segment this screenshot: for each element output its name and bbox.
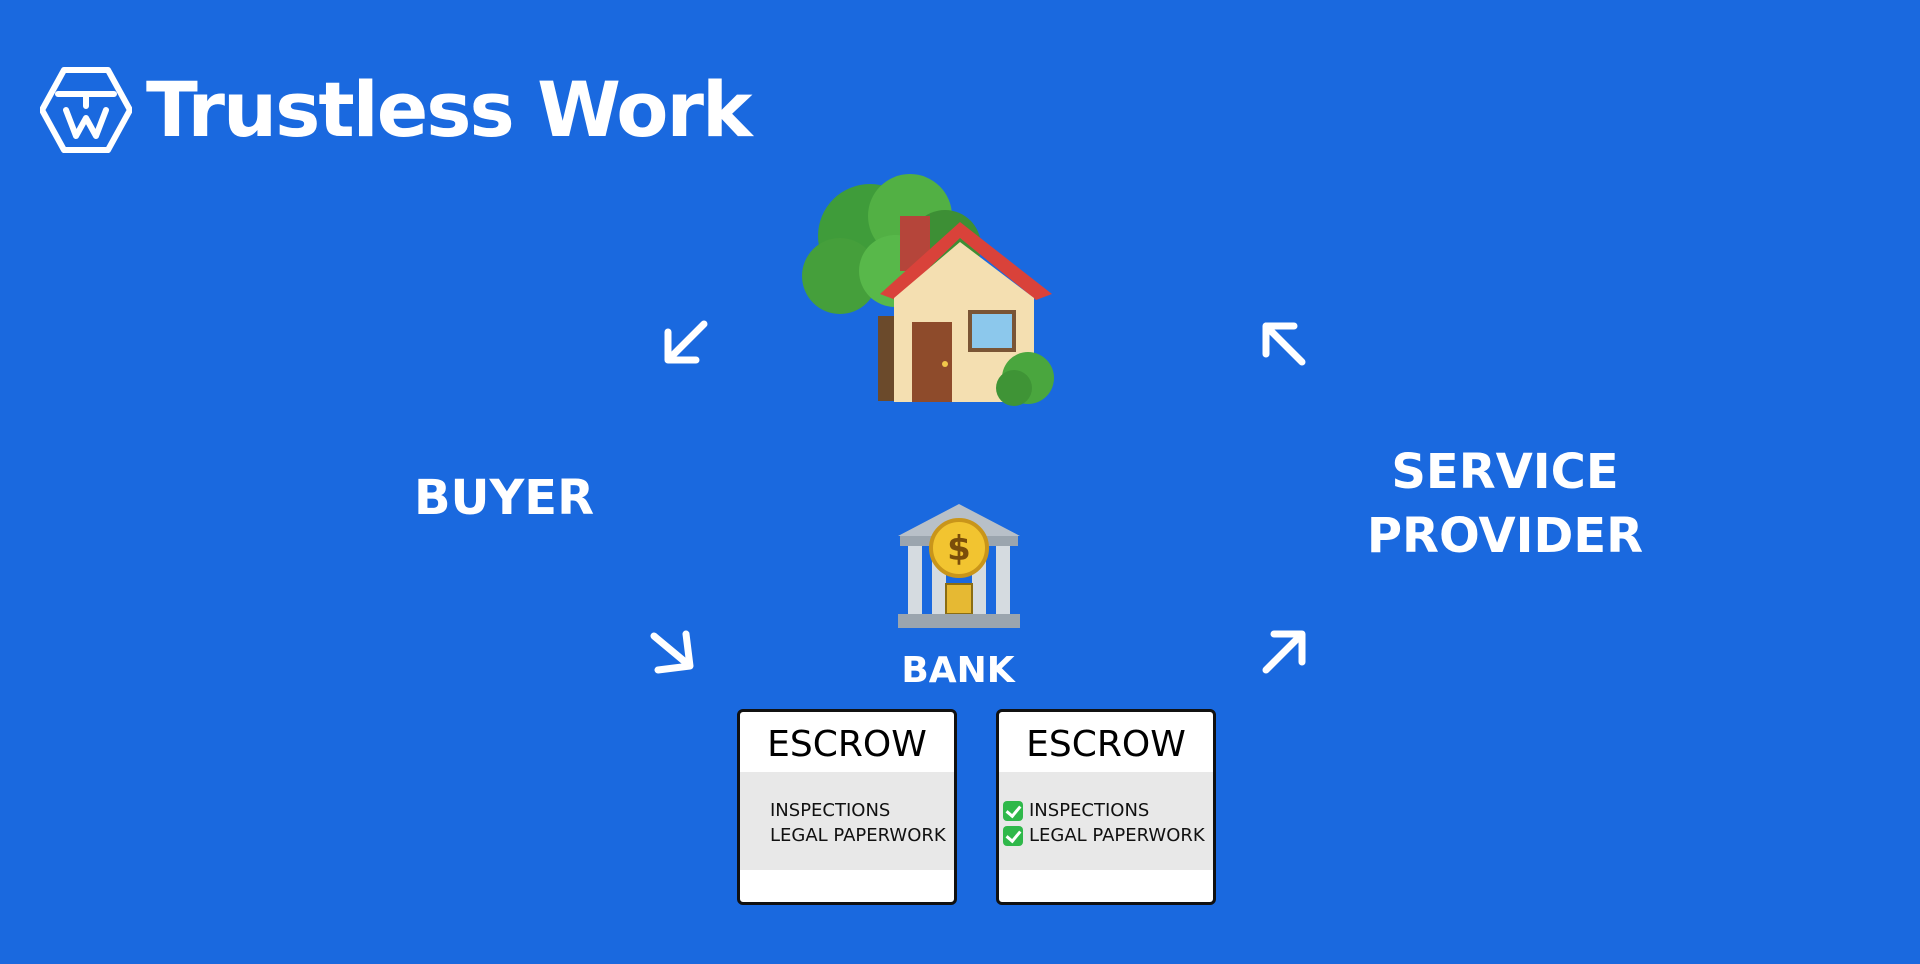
escrow-conditions: INSPECTIONS LEGAL PAPERWORK [740,772,954,870]
service-provider-label-line1: SERVICE [1391,444,1619,500]
bank-icon: $ [898,504,1020,628]
buyer-label: BUYER [413,470,595,526]
condition-label: INSPECTIONS [770,800,891,821]
condition-label: INSPECTIONS [1029,800,1150,821]
checkmark-icon [1003,800,1023,821]
brand-header: Trustless Work [40,65,753,154]
bank-label: BANK [901,650,1015,691]
condition-label: LEGAL PAPERWORK [770,825,946,846]
trustless-work-logo-icon [40,67,132,153]
arrow-down-right-icon [650,630,694,674]
arrow-up-right-icon [1262,630,1306,674]
escrow-title: ESCROW [767,724,927,765]
arrow-up-left-icon [1262,322,1306,366]
escrow-condition: LEGAL PAPERWORK [1003,823,1213,848]
service-provider-label-line2: PROVIDER [1366,508,1644,564]
service-provider-label: SERVICE PROVIDER [1360,440,1650,568]
condition-label: LEGAL PAPERWORK [1029,825,1205,846]
checkmark-icon [1003,825,1023,846]
escrow-condition: LEGAL PAPERWORK [770,823,954,848]
escrow-conditions: INSPECTIONS LEGAL PAPERWORK [999,772,1213,870]
brand-name: Trustless Work [146,65,753,154]
svg-text:$: $ [947,529,971,569]
escrow-card-pending: ESCROW INSPECTIONS LEGAL PAPERWORK [737,709,957,905]
house-with-garden-icon [802,174,1054,406]
escrow-card-completed: ESCROW INSPECTIONS LEGAL PAPERWORK [996,709,1216,905]
arrow-down-left-icon [664,320,708,364]
escrow-condition: INSPECTIONS [770,798,954,823]
escrow-condition: INSPECTIONS [1003,798,1213,823]
escrow-title: ESCROW [1026,724,1186,765]
